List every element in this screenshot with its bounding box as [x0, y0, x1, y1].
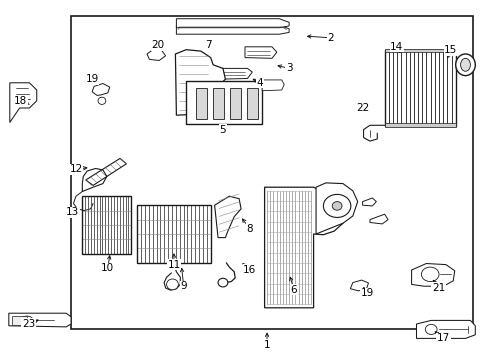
Text: 10: 10 — [101, 263, 114, 273]
Text: 7: 7 — [205, 40, 212, 50]
Polygon shape — [10, 83, 37, 122]
Bar — [196, 88, 207, 119]
Polygon shape — [363, 198, 376, 206]
Bar — [82, 196, 131, 254]
Text: 22: 22 — [356, 103, 369, 113]
Bar — [186, 81, 262, 124]
Text: 18: 18 — [14, 96, 27, 106]
Text: 12: 12 — [69, 164, 83, 174]
Polygon shape — [176, 19, 289, 28]
Text: 9: 9 — [180, 281, 187, 291]
Text: 5: 5 — [220, 125, 226, 135]
Ellipse shape — [332, 202, 342, 210]
Polygon shape — [9, 313, 71, 327]
Polygon shape — [262, 80, 284, 91]
Text: 2: 2 — [327, 33, 334, 43]
Polygon shape — [265, 187, 343, 308]
Ellipse shape — [98, 97, 106, 104]
Polygon shape — [412, 264, 455, 286]
Ellipse shape — [461, 58, 470, 71]
Bar — [12, 316, 27, 325]
Text: 19: 19 — [85, 74, 99, 84]
Ellipse shape — [21, 316, 33, 323]
Polygon shape — [175, 50, 225, 115]
Bar — [213, 88, 224, 119]
Text: 4: 4 — [256, 78, 263, 88]
Text: 16: 16 — [243, 265, 257, 275]
Ellipse shape — [323, 194, 351, 217]
Bar — [71, 16, 473, 329]
Bar — [385, 49, 456, 52]
Ellipse shape — [421, 267, 439, 282]
Text: 23: 23 — [22, 319, 35, 329]
Polygon shape — [350, 280, 368, 291]
Text: 21: 21 — [432, 283, 445, 293]
Polygon shape — [416, 320, 475, 338]
Bar — [137, 205, 211, 263]
Polygon shape — [218, 68, 252, 79]
Text: 17: 17 — [437, 333, 450, 343]
Ellipse shape — [425, 324, 437, 334]
Text: 11: 11 — [167, 260, 181, 270]
Text: 1: 1 — [264, 340, 270, 350]
Polygon shape — [245, 47, 277, 58]
Polygon shape — [316, 183, 358, 234]
Polygon shape — [176, 25, 289, 34]
Polygon shape — [92, 84, 110, 95]
Ellipse shape — [167, 279, 178, 290]
Text: 15: 15 — [444, 45, 458, 55]
Bar — [385, 50, 456, 126]
Text: 20: 20 — [151, 40, 164, 50]
Text: 6: 6 — [291, 285, 297, 295]
Ellipse shape — [218, 278, 228, 287]
Polygon shape — [215, 196, 241, 238]
Text: 14: 14 — [390, 42, 404, 52]
Text: 13: 13 — [66, 207, 79, 217]
Polygon shape — [370, 214, 388, 224]
Polygon shape — [86, 158, 126, 185]
Bar — [230, 88, 241, 119]
Text: 3: 3 — [286, 63, 293, 73]
Text: 19: 19 — [361, 288, 374, 298]
Bar — [247, 88, 258, 119]
Text: 8: 8 — [246, 224, 253, 234]
Polygon shape — [147, 50, 166, 60]
Ellipse shape — [456, 54, 475, 76]
Bar — [385, 123, 456, 127]
